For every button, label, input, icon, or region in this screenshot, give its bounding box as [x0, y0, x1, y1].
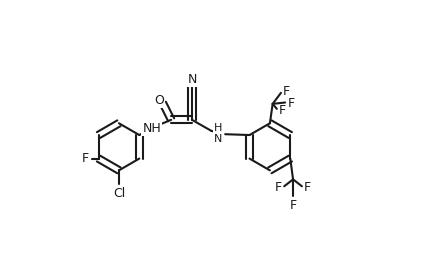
Text: F: F	[304, 181, 311, 194]
Text: N: N	[187, 73, 196, 86]
Text: F: F	[282, 85, 290, 98]
Text: F: F	[279, 104, 286, 117]
Text: H
N: H N	[214, 123, 222, 144]
Text: F: F	[82, 152, 89, 165]
Text: F: F	[288, 98, 295, 110]
Text: NH: NH	[142, 122, 161, 135]
Text: F: F	[290, 199, 296, 212]
Text: F: F	[275, 181, 282, 194]
Text: O: O	[154, 94, 163, 107]
Text: Cl: Cl	[113, 188, 125, 200]
